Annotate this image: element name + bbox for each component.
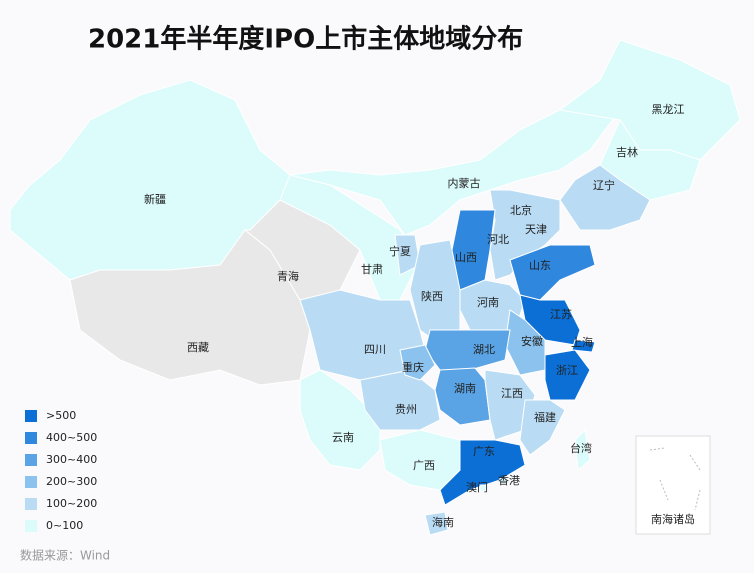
legend-swatch (25, 498, 37, 510)
region-label: 河北 (487, 233, 509, 246)
region-label: 山西 (455, 251, 477, 264)
region (544, 349, 591, 401)
region (574, 428, 591, 471)
legend-label: 100~200 (46, 497, 97, 510)
region-label: 浙江 (556, 364, 578, 377)
region-label: 青海 (277, 269, 299, 283)
legend-label: 400~500 (46, 431, 97, 444)
region-label: 台湾 (570, 441, 592, 455)
region-label: 山东 (529, 259, 551, 272)
region-label: 香港 (498, 474, 520, 487)
region (299, 369, 381, 471)
region (399, 344, 436, 381)
region-label: 新疆 (144, 192, 166, 206)
legend-label: 200~300 (46, 475, 97, 488)
legend-swatch (25, 432, 37, 444)
region-label: 重庆 (402, 360, 424, 374)
region (559, 164, 651, 231)
region-label: 澳门 (466, 480, 488, 494)
region-label: 黑龙江 (652, 103, 685, 116)
region-label: 甘肃 (361, 263, 383, 276)
region-label: 福建 (534, 410, 556, 424)
legend-swatch (25, 410, 37, 422)
region-label: 广西 (413, 459, 435, 472)
region-label: 宁夏 (389, 244, 411, 258)
region-label: 河南 (477, 296, 499, 309)
legend-swatch (25, 520, 37, 532)
region-label: 内蒙古 (448, 176, 481, 190)
legend-label: >500 (46, 409, 76, 422)
region (424, 511, 449, 536)
region-label: 西藏 (187, 341, 209, 354)
legend-swatch (25, 476, 37, 488)
region-label: 贵州 (395, 403, 417, 416)
region (571, 339, 596, 353)
region-label: 云南 (332, 431, 354, 444)
region (519, 399, 566, 456)
region (379, 429, 461, 491)
region (479, 484, 487, 492)
legend: >500 400~500 300~400 200~300 100~200 0~100 (25, 409, 97, 532)
region-label: 北京 (510, 203, 532, 217)
inset-box (635, 435, 711, 535)
source: 数据来源：Wind (20, 548, 110, 563)
region-label: 天津 (525, 223, 547, 236)
legend-swatch (25, 454, 37, 466)
region-label: 上海 (571, 335, 593, 349)
region-label: 湖南 (454, 382, 476, 395)
legend-label: 0~100 (46, 519, 83, 532)
region-label: 海南 (432, 515, 454, 529)
region-label: 广东 (473, 445, 495, 458)
legend-label: 300~400 (46, 453, 97, 466)
inset-label: 南海诸岛 (651, 512, 695, 526)
labels: 新疆西藏 青海 甘肃 内蒙古 黑龙江吉林辽宁北京天津河北山西 宁夏陕西河南 山东江苏上海 安徽… (144, 103, 685, 529)
inset-islands (649, 447, 701, 511)
region-label: 江苏 (550, 308, 572, 321)
region-label: 四川 (364, 343, 386, 356)
title: 2021年半年度IPO上市主体地域分布 (88, 24, 523, 55)
region-label: 辽宁 (593, 178, 615, 192)
region-label: 吉林 (616, 145, 638, 159)
region-label: 江西 (501, 387, 523, 400)
region-label: 湖北 (473, 343, 495, 356)
regions (9, 39, 741, 536)
region (499, 477, 509, 485)
region-label: 安徽 (521, 334, 543, 348)
region-label: 陕西 (421, 289, 443, 303)
